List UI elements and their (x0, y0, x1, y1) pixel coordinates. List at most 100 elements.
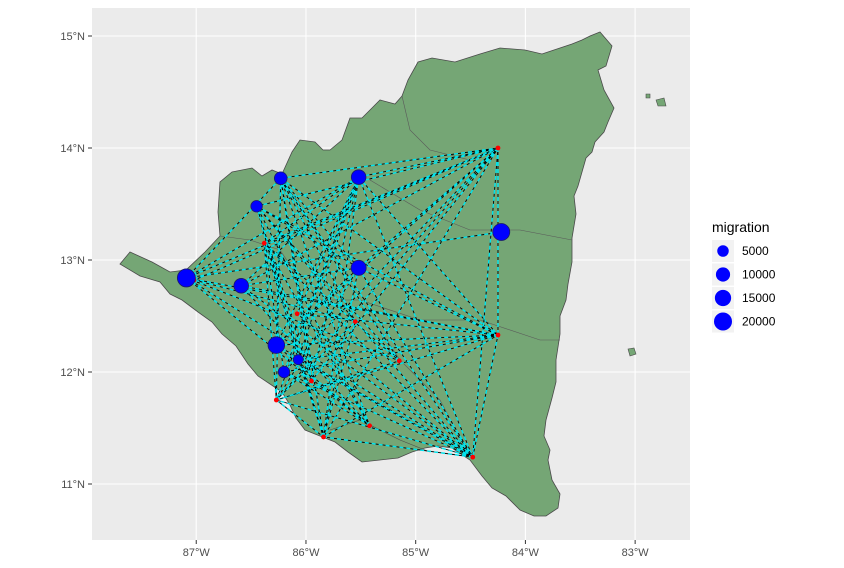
legend-label: 20000 (742, 315, 776, 329)
origin-point (352, 319, 358, 324)
flow-dash (276, 399, 473, 458)
flow-dash (296, 176, 360, 315)
migration-circle (292, 354, 304, 366)
flow-dash (240, 285, 371, 427)
legend-label: 5000 (742, 244, 769, 258)
origin-point (273, 397, 279, 403)
flow-dash (275, 176, 360, 346)
flow-dash (298, 334, 499, 361)
migration-circle (250, 200, 263, 213)
flow-dash (256, 147, 499, 207)
flow-dash (276, 334, 499, 401)
flow-dash (186, 277, 356, 323)
flow-dash (275, 176, 360, 401)
flow-dash (358, 267, 499, 336)
legend-key-circle (717, 245, 729, 257)
flow-dash (275, 399, 324, 438)
flow-dash (185, 277, 474, 458)
flow-dash (241, 267, 359, 287)
flow-dash (297, 313, 499, 336)
flow-dash (280, 177, 499, 336)
x-tick-label: 87°W (183, 547, 211, 559)
x-tick-label: 86°W (292, 547, 320, 559)
flow-dash (280, 147, 499, 179)
flow-dash (255, 205, 371, 427)
flow-dash (185, 177, 282, 279)
flow-line (311, 177, 360, 382)
flow-dash (256, 205, 474, 458)
flow-dash (280, 177, 400, 362)
migration-flows (185, 147, 502, 458)
legend-title: migration (712, 219, 770, 235)
legend-label: 15000 (742, 291, 776, 305)
migration-circle (273, 171, 288, 185)
migration-circle (492, 223, 511, 241)
x-axis-ticks: 87°W 86°W 85°W 84°W 83°W (183, 540, 650, 559)
flow-dash (310, 147, 499, 382)
nicaragua-mainland (119, 31, 615, 517)
flow-dash (263, 242, 474, 458)
flow-line (186, 231, 502, 279)
flow-dash (358, 267, 474, 458)
flow-dash (275, 267, 360, 401)
flow-dash (283, 371, 370, 427)
flow-line (297, 176, 360, 360)
origin-point (261, 240, 267, 246)
migration-circle (350, 259, 367, 276)
legend: migration 5000 10000 15000 20000 (712, 219, 776, 333)
department-border-3 (359, 299, 560, 341)
flow-dash (263, 176, 360, 244)
flow-line (323, 436, 473, 458)
migration-circle (350, 169, 367, 185)
flow-dash (358, 176, 499, 336)
flow-dash (322, 147, 499, 438)
flow-dash (280, 178, 313, 382)
migration-circle (267, 336, 286, 354)
legend-key-circle (715, 267, 731, 282)
island-corn (627, 347, 637, 357)
flow-dash (275, 178, 282, 401)
flow-dash (263, 242, 400, 362)
flow-dash (323, 334, 499, 438)
flow-dash (240, 285, 474, 458)
flow-dash (193, 147, 499, 281)
origin-point (321, 434, 326, 440)
flow-dash (263, 243, 278, 401)
island-north-b (645, 93, 651, 99)
flow-dash (275, 321, 356, 401)
y-axis-ticks: 11°N 12°N 13°N 14°N 15°N (60, 31, 92, 491)
flow-dash (296, 313, 474, 458)
y-tick-label: 15°N (60, 31, 85, 43)
flow-dash (357, 176, 474, 458)
flow-dash (185, 277, 371, 427)
origin-point (495, 145, 501, 151)
flow-dash (280, 177, 474, 458)
flow-line (297, 359, 324, 438)
flow-dash (186, 176, 359, 279)
y-tick-label: 12°N (60, 367, 85, 379)
flow-dash (283, 147, 499, 373)
x-tick-label: 83°W (622, 547, 650, 559)
legend-key-circle (714, 289, 732, 307)
flow-line (241, 147, 499, 287)
y-tick-label: 14°N (60, 143, 85, 155)
origin-point (294, 311, 300, 317)
flow-dash (472, 147, 499, 458)
flow-dash (358, 147, 499, 178)
flow-dash (264, 147, 499, 244)
flow-dash (280, 177, 360, 269)
legend-key-circle (714, 312, 732, 331)
flow-dash (255, 206, 313, 382)
island-north-a (655, 97, 667, 107)
flow-line (472, 334, 499, 458)
flow-dash (256, 205, 499, 336)
origin-point (495, 332, 501, 338)
flow-dash (256, 205, 359, 269)
flow-dash (322, 267, 360, 438)
flow-dash (263, 242, 371, 427)
flow-dash (186, 277, 400, 362)
flow-dash (276, 360, 400, 401)
x-tick-label: 84°W (512, 547, 540, 559)
flow-dash (280, 177, 356, 322)
origin-point (367, 423, 373, 429)
